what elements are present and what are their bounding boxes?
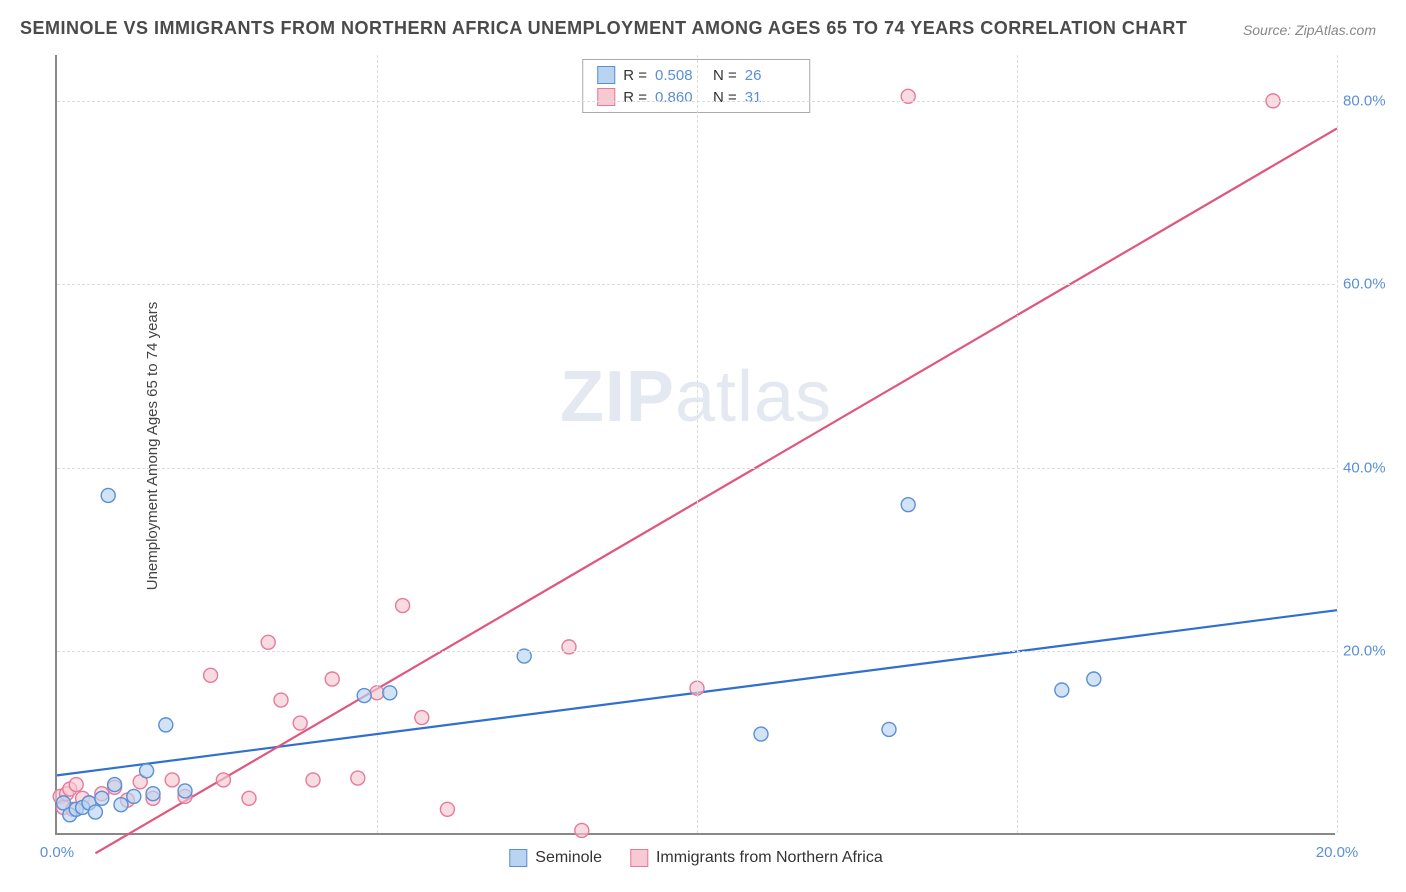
legend-item-immigrants: Immigrants from Northern Africa xyxy=(630,849,883,867)
y-tick-label: 20.0% xyxy=(1343,643,1399,660)
x-tick-label: 0.0% xyxy=(40,844,74,861)
y-tick-label: 80.0% xyxy=(1343,92,1399,109)
y-tick-label: 40.0% xyxy=(1343,459,1399,476)
legend-label-seminole: Seminole xyxy=(535,849,602,867)
legend-label-immigrants: Immigrants from Northern Africa xyxy=(656,849,883,867)
swatch-seminole-bottom xyxy=(509,849,527,867)
swatch-immigrants-bottom xyxy=(630,849,648,867)
source-attribution: Source: ZipAtlas.com xyxy=(1243,22,1376,38)
plot-svg xyxy=(57,55,1335,833)
x-tick-label: 20.0% xyxy=(1316,844,1359,861)
y-tick-label: 60.0% xyxy=(1343,276,1399,293)
chart-title: SEMINOLE VS IMMIGRANTS FROM NORTHERN AFR… xyxy=(20,18,1187,39)
legend-item-seminole: Seminole xyxy=(509,849,602,867)
series-legend: Seminole Immigrants from Northern Africa xyxy=(509,849,882,867)
plot-area: ZIPatlas R = 0.508 N = 26 R = 0.860 N = … xyxy=(55,55,1335,835)
